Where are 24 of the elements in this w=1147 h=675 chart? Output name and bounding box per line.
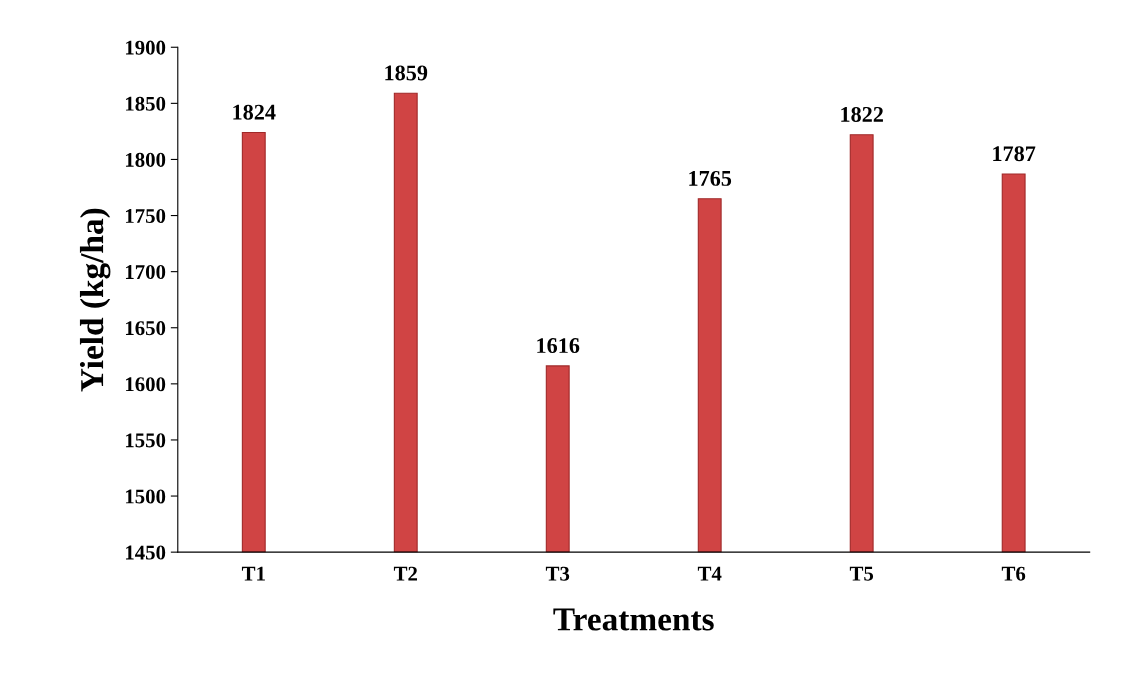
y-tick-label: 1600 (125, 377, 166, 392)
x-tick-label: T6 (1001, 566, 1026, 581)
x-tick-label: T4 (697, 566, 722, 581)
data-label: 1824 (233, 104, 276, 120)
x-tick-label: T1 (241, 566, 265, 581)
data-label: 1859 (385, 65, 428, 81)
x-tick-label: T5 (849, 566, 874, 581)
y-tick-label: 1700 (125, 265, 166, 280)
y-tick-label: 1500 (125, 489, 166, 504)
x-tick-label: T3 (545, 566, 570, 581)
data-label: 1765 (689, 170, 732, 186)
x-axis-title: Treatments (553, 608, 714, 631)
y-tick-label: 1450 (125, 545, 166, 560)
y-tick-label: 1800 (125, 152, 166, 167)
y-tick-label: 1850 (125, 96, 166, 111)
y-axis-title: Yield (kg/ha) (79, 208, 111, 392)
y-tick-label: 1750 (125, 208, 166, 223)
y-tick-label: 1650 (125, 321, 166, 336)
x-tick-label: T2 (393, 566, 418, 581)
data-label: 1787 (993, 146, 1036, 162)
data-label: 1616 (537, 338, 580, 354)
data-label: 1822 (841, 106, 883, 122)
y-tick-label: 1900 (125, 40, 166, 55)
y-tick-label: 1550 (125, 433, 166, 448)
